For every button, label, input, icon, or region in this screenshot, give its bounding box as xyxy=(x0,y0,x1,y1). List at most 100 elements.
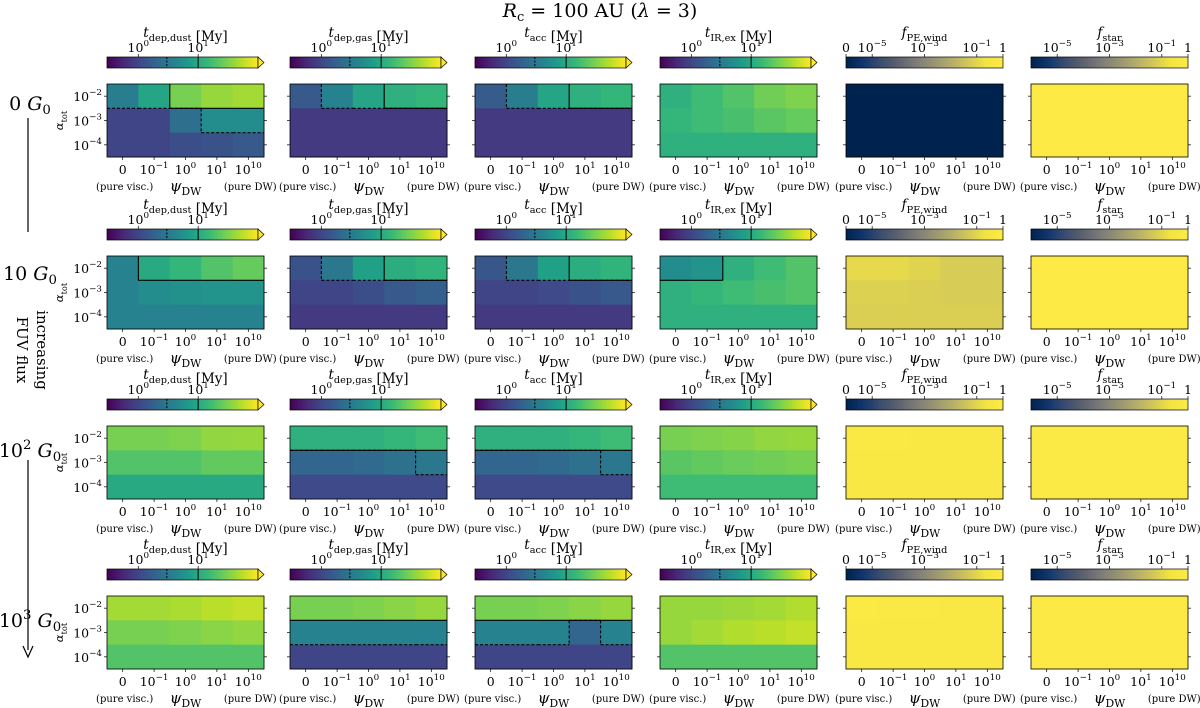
x-end-label-left: (pure visc.) xyxy=(279,354,336,365)
colorbar-extend-arrow xyxy=(625,228,633,241)
side-label-text: increasingFUV flux xyxy=(13,310,51,390)
heatmap-cell xyxy=(754,620,787,646)
x-tick-label: 0 xyxy=(487,334,495,349)
colorbar xyxy=(474,568,627,581)
colorbar-extend-arrow xyxy=(257,228,265,241)
colorbar xyxy=(1030,568,1189,581)
heatmap-cell xyxy=(971,644,1004,670)
row-labels: 0 G0 10 G0 102 G0 103 G0 xyxy=(0,93,61,635)
heatmap-cell xyxy=(1062,132,1095,158)
heatmap-cell xyxy=(321,132,354,158)
x-axis-label: ψDW xyxy=(353,519,385,540)
heatmap-cell xyxy=(785,280,818,306)
heatmap-cell xyxy=(908,304,941,330)
x-tick-label: 1010 xyxy=(603,161,630,177)
heatmap-cell xyxy=(971,426,1004,451)
x-tick-label: 1010 xyxy=(974,333,1001,349)
heatmap-cell xyxy=(321,644,354,670)
colorbar-tick-label: 10−1 xyxy=(962,551,991,567)
colorbar-tick-label: 10−3 xyxy=(1095,39,1124,55)
heatmap-cell xyxy=(877,620,910,646)
colorbar-tick-label: 1 xyxy=(999,552,1007,567)
heatmap-cell xyxy=(232,84,265,109)
heatmap-cell xyxy=(1125,256,1158,281)
fuv-flux-label: increasingFUV flux xyxy=(13,310,51,390)
heatmap-cell xyxy=(754,84,787,109)
heatmap-cell xyxy=(660,132,692,158)
heatmap-cell xyxy=(537,474,570,500)
heatmap-cell xyxy=(846,644,878,670)
heatmap-cell xyxy=(415,84,448,109)
heatmap-cell xyxy=(352,256,385,281)
heatmap-cell xyxy=(691,132,724,158)
x-end-label-right: (pure DW) xyxy=(963,182,1016,193)
heatmap-cell xyxy=(352,108,385,134)
heatmap-cell xyxy=(232,108,265,134)
x-tick-label: 101 xyxy=(945,503,966,519)
heatmap-cell xyxy=(138,644,171,670)
heatmap-cell xyxy=(1031,256,1063,281)
x-axis-label: ψDW xyxy=(1094,177,1126,198)
heatmap-cell xyxy=(169,84,202,109)
colorbar-title: tdep,dust [My] xyxy=(143,197,227,217)
heatmap-cell xyxy=(785,426,818,451)
heatmap-cell xyxy=(321,280,354,306)
heatmap xyxy=(290,256,448,330)
x-tick-label: 1010 xyxy=(235,333,262,349)
colorbar-extend-arrow xyxy=(625,398,633,411)
heatmap-cell xyxy=(138,474,171,500)
heatmap-cell xyxy=(352,620,385,646)
heatmap-cell xyxy=(940,304,973,330)
colorbar-tick-label: 10−3 xyxy=(1095,551,1124,567)
heatmap-cell xyxy=(1093,620,1126,646)
x-tick-label: 1010 xyxy=(788,333,815,349)
heatmap-cell xyxy=(475,108,507,134)
colorbar-title: tacc [My] xyxy=(524,537,582,557)
heatmap-cell xyxy=(201,596,234,621)
heatmap-cell xyxy=(722,426,755,451)
heatmap-cell xyxy=(169,132,202,158)
heatmap-cell xyxy=(506,450,539,476)
x-tick-label: 101 xyxy=(1130,673,1151,689)
heatmap-cell xyxy=(290,474,322,500)
heatmap-cell xyxy=(940,256,973,281)
colorbar xyxy=(845,56,1004,69)
heatmap-cell xyxy=(506,474,539,500)
heatmap-cell xyxy=(1062,280,1095,306)
colorbar xyxy=(106,398,259,411)
x-tick-label: 100 xyxy=(543,673,564,689)
heatmap-cell xyxy=(569,304,602,330)
heatmap-cell xyxy=(971,108,1004,134)
heatmap-cell xyxy=(321,596,354,621)
x-tick-label: 100 xyxy=(914,673,935,689)
heatmap-cell xyxy=(384,596,417,621)
heatmap-cell xyxy=(691,644,724,670)
heatmap-cell xyxy=(971,132,1004,158)
colorbar-tick-label: 10−1 xyxy=(1147,211,1176,227)
heatmap-cell xyxy=(201,304,234,330)
y-tick-label: 10−4 xyxy=(73,309,102,325)
x-tick-label: 0 xyxy=(302,334,310,349)
x-tick-label: 1010 xyxy=(974,161,1001,177)
colorbar-tick-label: 1 xyxy=(999,40,1007,55)
heatmap-cell xyxy=(201,132,234,158)
colorbar-tick-label: 10−3 xyxy=(910,211,939,227)
heatmap-cell xyxy=(691,620,724,646)
heatmap-cell xyxy=(384,450,417,476)
heatmap-cell xyxy=(722,132,755,158)
y-tick-label: 10−2 xyxy=(73,88,102,104)
heatmap-cell xyxy=(971,474,1004,500)
heatmap-cell xyxy=(321,450,354,476)
x-tick-label: 10−1 xyxy=(693,503,722,519)
colorbar-title: tacc [My] xyxy=(524,25,582,45)
heatmap-cell xyxy=(785,596,818,621)
heatmap-cell xyxy=(1031,620,1063,646)
colorbar-title: tIR,ex [My] xyxy=(705,367,772,387)
x-axis-label: ψDW xyxy=(723,519,755,540)
heatmap-cell xyxy=(660,426,692,451)
heatmap-cell xyxy=(1125,280,1158,306)
x-tick-label: 1010 xyxy=(235,673,262,689)
x-end-label-right: (pure DW) xyxy=(407,694,460,705)
